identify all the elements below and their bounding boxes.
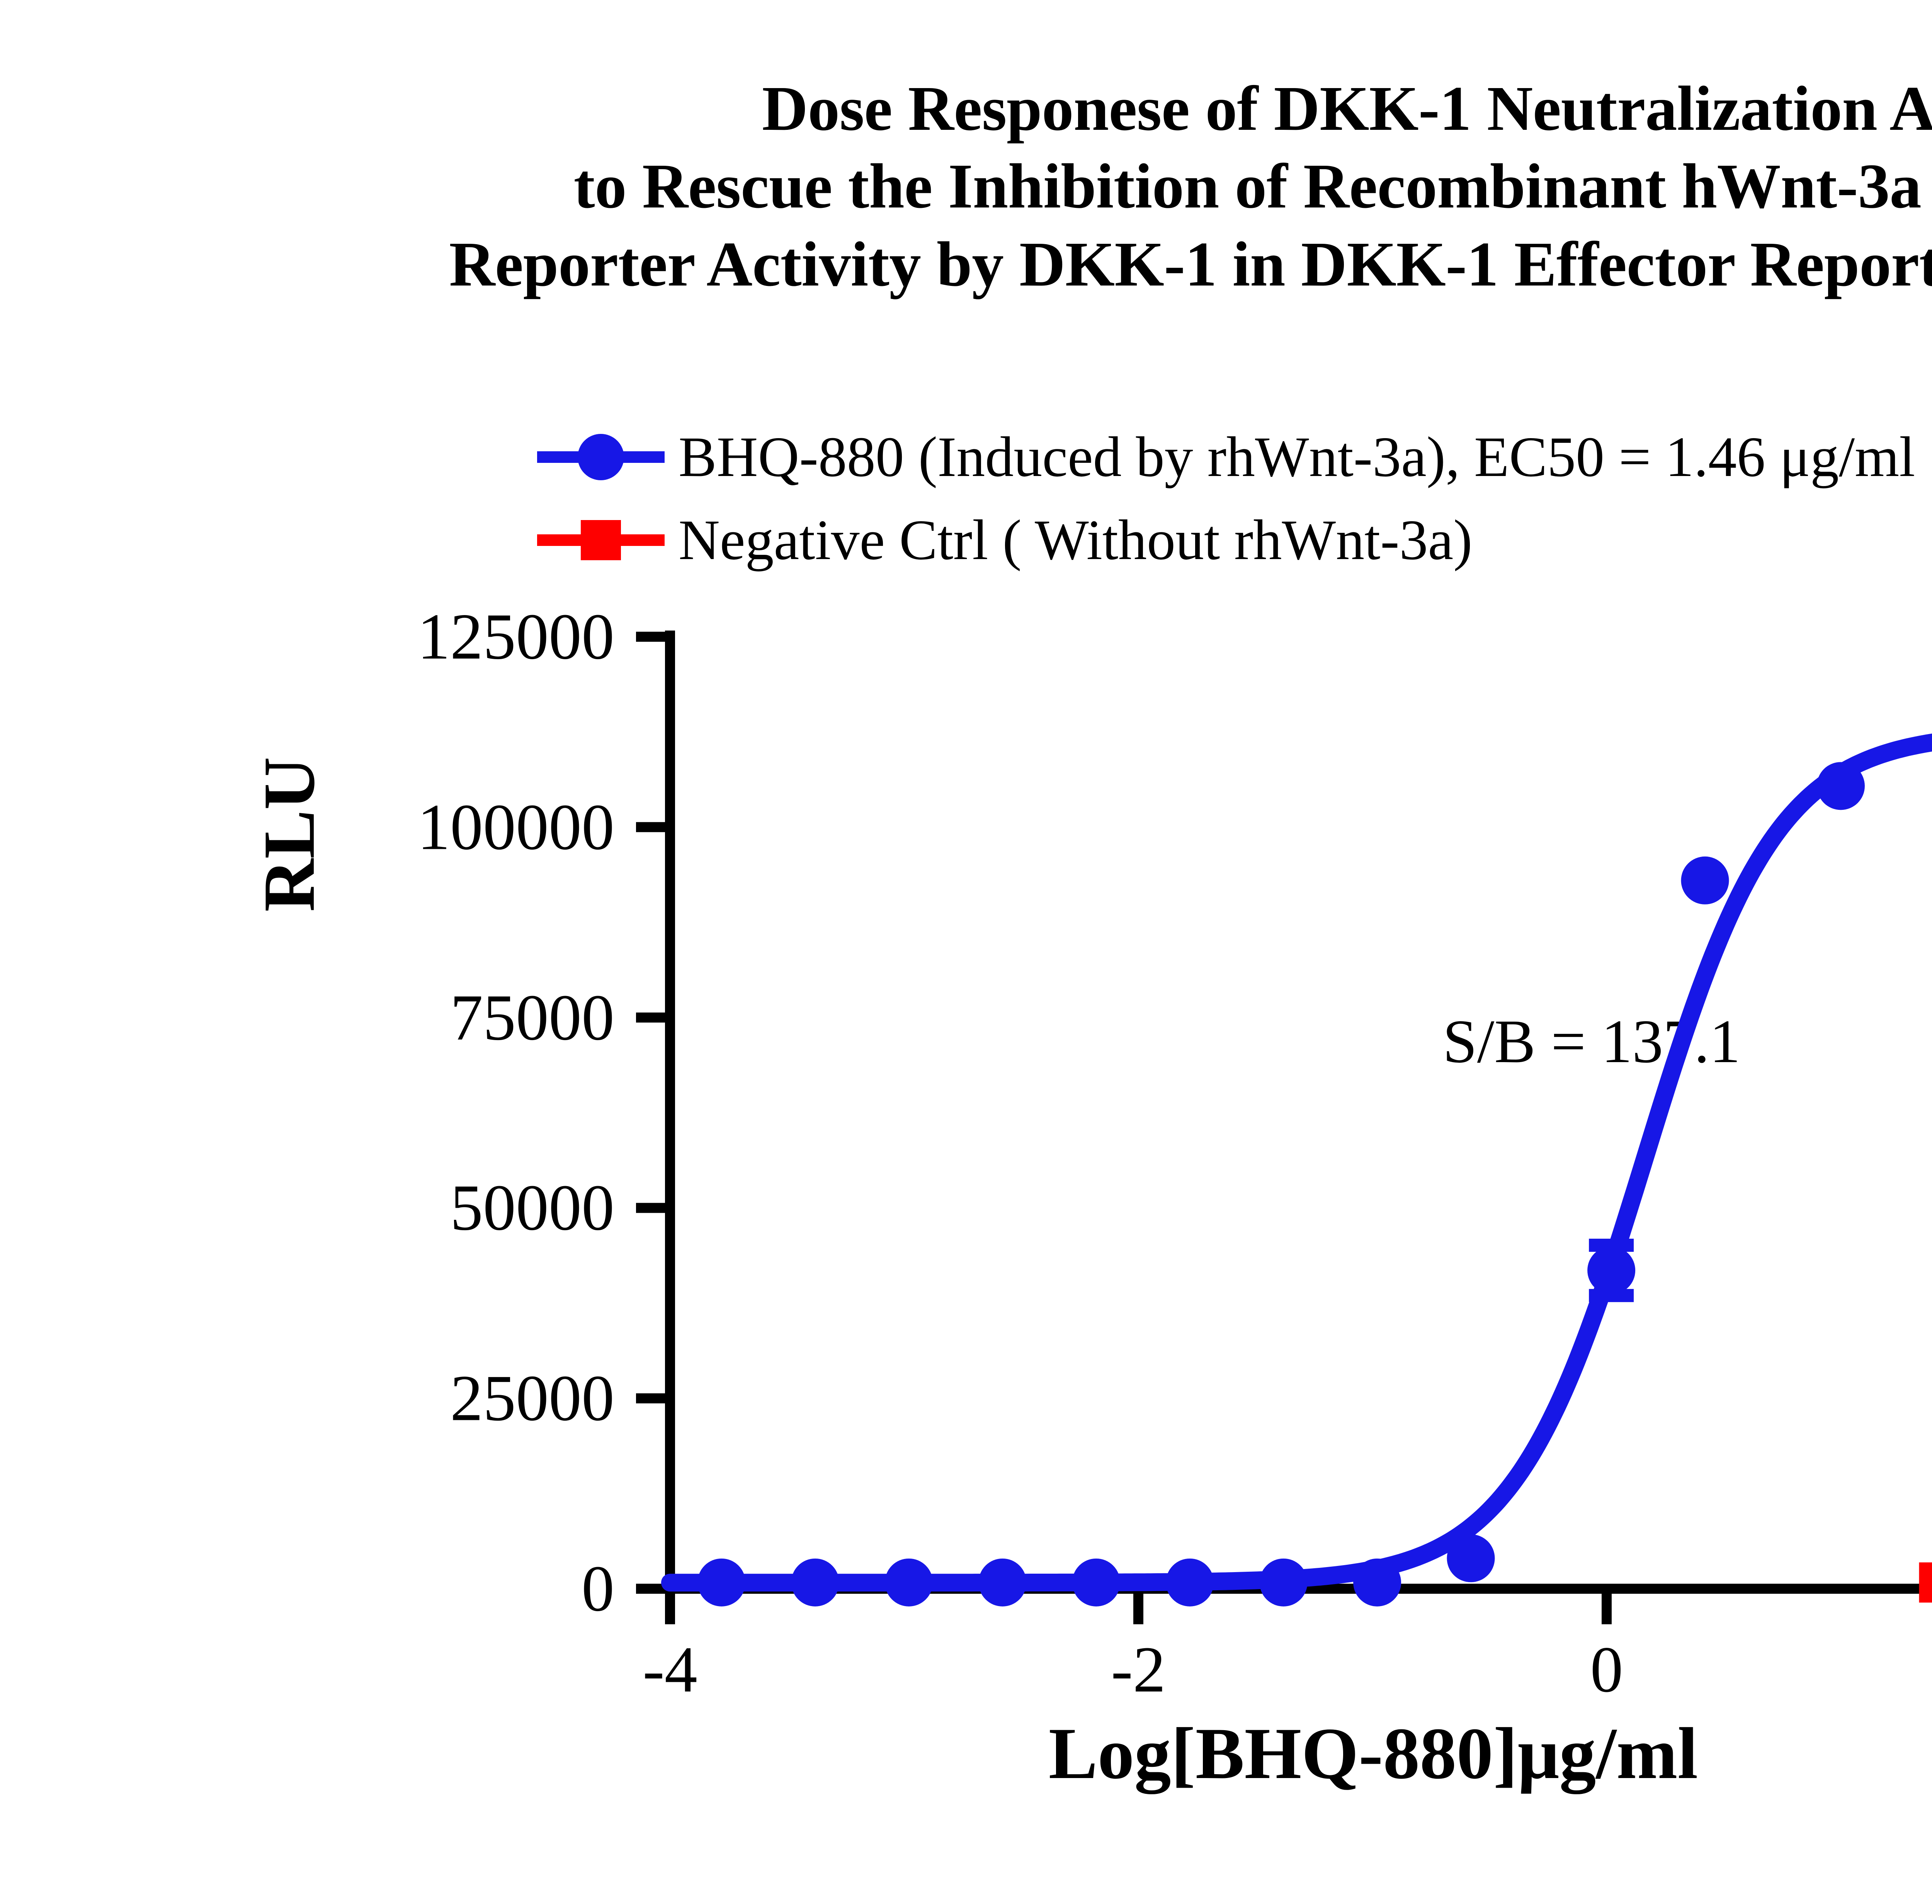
y-tick-label-text: 25000: [450, 1362, 614, 1435]
legend-label-negative-ctrl: Negative Ctrl ( Without rhWnt-3a): [679, 508, 1473, 572]
legend-item-negative-ctrl[interactable]: Negative Ctrl ( Without rhWnt-3a): [537, 498, 1932, 581]
y-tick-label-text: 75000: [450, 981, 614, 1054]
x-axis-title: Log[BHQ-880]μg/ml: [1048, 1713, 1698, 1794]
title-line-1: Dose Responese of DKK-1 Neutralization A…: [762, 73, 1932, 144]
legend-item-bhq880[interactable]: BHQ-880 (Induced by rhWnt-3a), EC50 = 1.…: [537, 415, 1932, 498]
fit-curve: [661, 733, 1932, 1592]
axis-ticks: [636, 632, 1612, 1624]
legend-marker-circle-icon: [537, 434, 665, 480]
x-tick-label: -2: [1111, 1633, 1166, 1706]
x-tick-label: 0: [1590, 1633, 1623, 1706]
data-points: [697, 762, 1932, 1606]
chart-legend: BHQ-880 (Induced by rhWnt-3a), EC50 = 1.…: [537, 415, 1932, 581]
title-line-3: Reporter Activity by DKK-1 in DKK-1 Effe…: [449, 228, 1932, 299]
y-tick-label-text: 125000: [417, 600, 614, 673]
axis-lines: [665, 631, 1932, 1594]
title-line-2: to Rescue the Inhibition of Recombinant …: [573, 151, 1932, 222]
y-tick-label-text: 100000: [417, 790, 614, 864]
x-tick-label: -4: [643, 1633, 697, 1706]
y-axis-title: RLU: [249, 756, 330, 912]
y-tick-label-text: 0: [582, 1552, 614, 1625]
signal-to-background-annotation: S/B = 137.1: [1442, 1006, 1741, 1076]
error-bars: [1589, 1238, 1634, 1302]
legend-marker-square-icon: [537, 517, 665, 563]
legend-label-bhq880: BHQ-880 (Induced by rhWnt-3a), EC50 = 1.…: [679, 425, 1915, 489]
y-tick-label-text: 50000: [450, 1171, 614, 1244]
page-title: Dose Responese of DKK-1 Neutralization A…: [0, 70, 1932, 303]
